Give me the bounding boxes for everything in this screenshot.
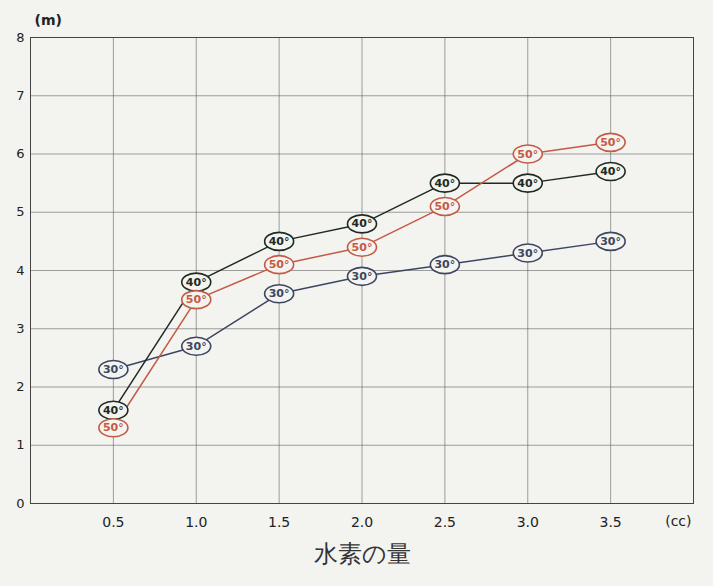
svg-text:40°: 40°	[600, 165, 621, 178]
svg-text:40°: 40°	[517, 177, 538, 190]
svg-text:40°: 40°	[103, 404, 124, 417]
svg-text:30°: 30°	[352, 270, 373, 283]
svg-text:30°: 30°	[434, 258, 455, 271]
svg-text:40°: 40°	[186, 276, 207, 289]
svg-text:40°: 40°	[352, 217, 373, 230]
svg-text:50°: 50°	[600, 136, 621, 149]
svg-text:6: 6	[16, 146, 24, 161]
svg-text:水素の量: 水素の量	[314, 540, 411, 568]
svg-text:2.0: 2.0	[351, 514, 373, 530]
svg-text:1: 1	[16, 437, 24, 452]
svg-text:40°: 40°	[434, 177, 455, 190]
svg-text:3.5: 3.5	[599, 514, 621, 530]
svg-text:0.5: 0.5	[102, 514, 124, 530]
svg-text:4: 4	[16, 263, 24, 278]
svg-text:2: 2	[16, 379, 24, 394]
svg-text:30°: 30°	[517, 247, 538, 260]
svg-text:1.0: 1.0	[185, 514, 207, 530]
svg-text:7: 7	[16, 88, 24, 103]
svg-text:30°: 30°	[269, 287, 290, 300]
svg-text:3: 3	[16, 321, 24, 336]
svg-text:50°: 50°	[352, 241, 373, 254]
svg-text:2.5: 2.5	[434, 514, 456, 530]
svg-text:50°: 50°	[517, 148, 538, 161]
svg-text:40°: 40°	[269, 235, 290, 248]
svg-text:30°: 30°	[186, 340, 207, 353]
svg-text:(cc): (cc)	[665, 513, 691, 529]
svg-text:1.5: 1.5	[268, 514, 290, 530]
svg-text:50°: 50°	[269, 258, 290, 271]
svg-text:8: 8	[16, 30, 24, 45]
svg-text:30°: 30°	[600, 235, 621, 248]
svg-text:0: 0	[16, 496, 24, 511]
svg-text:5: 5	[16, 204, 24, 219]
svg-text:50°: 50°	[103, 421, 124, 434]
svg-text:(m): (m)	[35, 12, 62, 28]
svg-text:50°: 50°	[434, 200, 455, 213]
svg-text:50°: 50°	[186, 293, 207, 306]
svg-text:3.0: 3.0	[517, 514, 539, 530]
svg-text:30°: 30°	[103, 363, 124, 376]
